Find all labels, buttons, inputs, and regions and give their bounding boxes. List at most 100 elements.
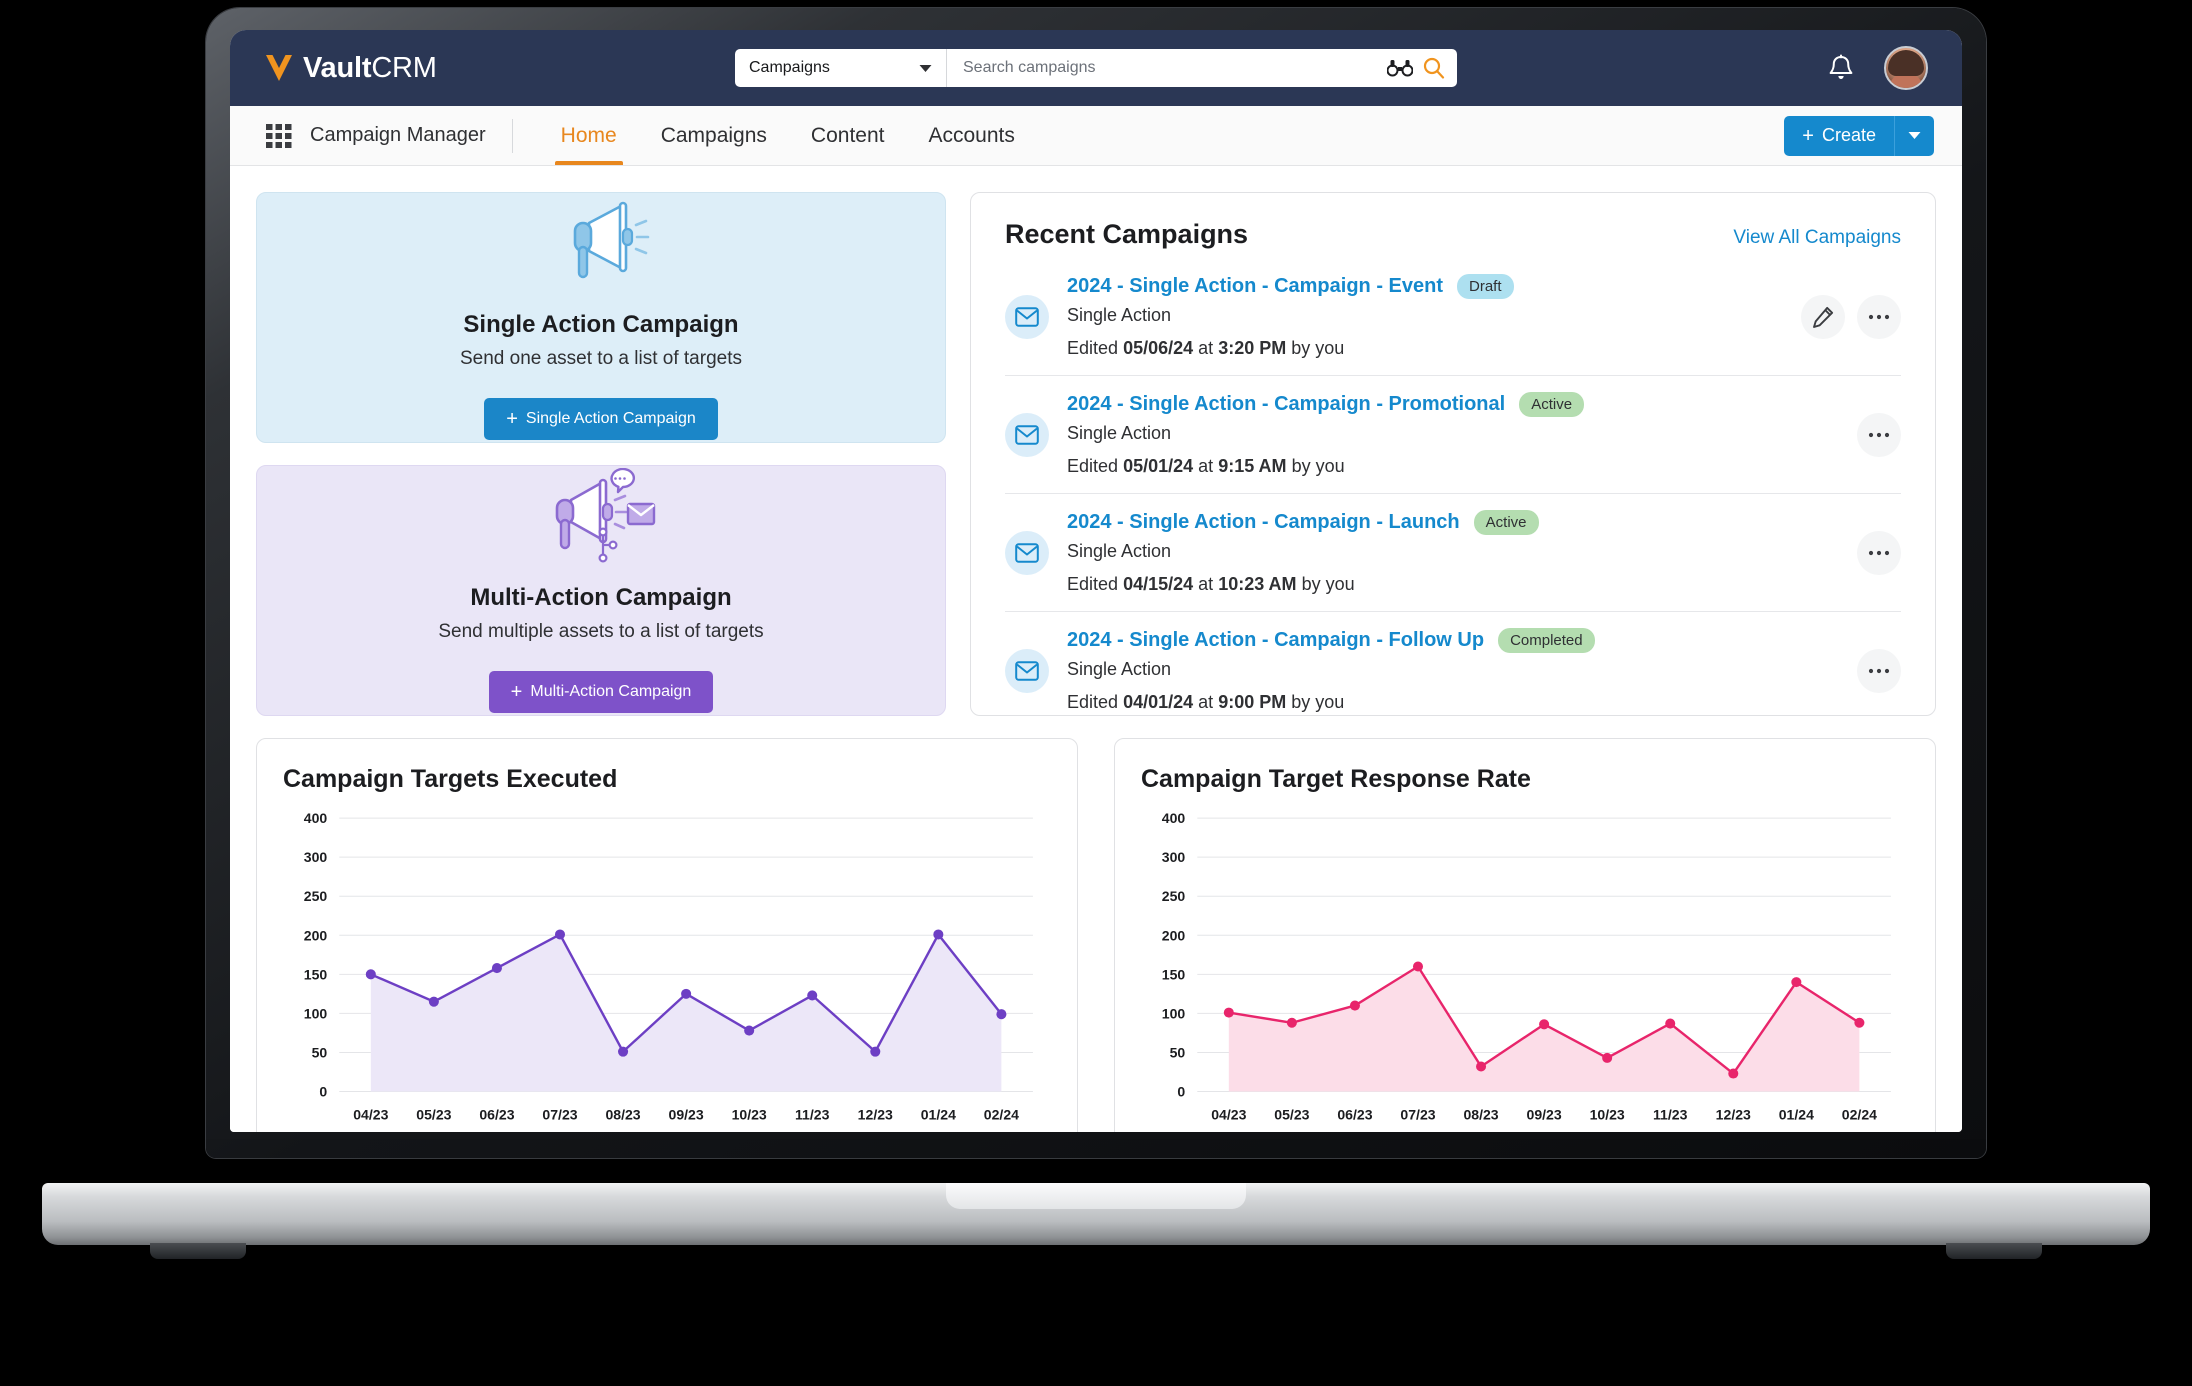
- single-action-campaign-card[interactable]: Single Action Campaign Send one asset to…: [256, 192, 946, 443]
- chart-data-point: [1349, 1000, 1360, 1011]
- campaign-row[interactable]: 2024 - Single Action - Campaign - Promot…: [1005, 376, 1901, 494]
- chart-area-fill: [370, 934, 1002, 1092]
- brand-logo[interactable]: VaultCRM: [264, 52, 437, 85]
- campaign-title-link[interactable]: 2024 - Single Action - Campaign - Event: [1067, 275, 1443, 297]
- ellipsis-icon[interactable]: [1857, 530, 1901, 575]
- campaign-row-body: 2024 - Single Action - Campaign - Event D…: [1067, 274, 1783, 359]
- multi-action-title: Multi-Action Campaign: [470, 584, 732, 611]
- app-grid-icon[interactable]: [264, 121, 294, 151]
- y-axis-tick-label: 50: [312, 1044, 328, 1060]
- multi-action-campaign-card[interactable]: Multi-Action Campaign Send multiple asse…: [256, 465, 946, 716]
- x-axis-tick-label: 12/23: [858, 1107, 893, 1123]
- single-action-subtitle: Send one asset to a list of targets: [459, 348, 742, 369]
- search-field[interactable]: [947, 49, 1457, 87]
- multi-action-campaign-button[interactable]: + Multi-Action Campaign: [488, 671, 714, 713]
- tab-content[interactable]: Content: [810, 123, 885, 147]
- laptop-foot-left: [150, 1243, 246, 1259]
- bell-icon[interactable]: [1828, 54, 1854, 82]
- chart-data-point: [1223, 1007, 1234, 1018]
- tab-accounts[interactable]: Accounts: [928, 123, 1015, 147]
- search-icon[interactable]: [1423, 57, 1445, 79]
- campaign-type-cards: Single Action Campaign Send one asset to…: [256, 192, 946, 716]
- recent-campaigns-title: Recent Campaigns: [1005, 219, 1249, 249]
- create-button-label: Create: [1821, 125, 1876, 145]
- app-title: Campaign Manager: [310, 124, 486, 146]
- user-avatar[interactable]: [1884, 46, 1928, 90]
- campaign-row[interactable]: 2024 - Single Action - Campaign - Event D…: [1005, 258, 1901, 376]
- campaign-row-actions: [1857, 412, 1901, 457]
- chart-data-point: [996, 1009, 1007, 1020]
- x-axis-tick-label: 06/23: [1337, 1107, 1372, 1123]
- y-axis-tick-label: 200: [1162, 927, 1186, 943]
- plus-icon: +: [506, 408, 518, 430]
- campaign-title-link[interactable]: 2024 - Single Action - Campaign - Follow…: [1067, 629, 1485, 651]
- create-button-group: + Create: [1784, 115, 1934, 156]
- campaign-edited-meta: Edited 05/06/24 at 3:20 PM by you: [1067, 338, 1345, 358]
- laptop-base-notch: [946, 1183, 1246, 1209]
- x-axis-tick-label: 07/23: [542, 1107, 577, 1123]
- campaign-type: Single Action: [1067, 541, 1172, 561]
- x-axis-tick-label: 10/23: [1590, 1107, 1625, 1123]
- chart-data-point: [428, 996, 439, 1007]
- campaign-edited-meta: Edited 04/15/24 at 10:23 AM by you: [1067, 574, 1355, 594]
- y-axis-tick-label: 0: [1177, 1084, 1185, 1100]
- multi-action-cta-label: Multi-Action Campaign: [530, 683, 692, 700]
- campaign-edited-meta: Edited 05/01/24 at 9:15 AM by you: [1067, 456, 1345, 476]
- charts-row: Campaign Targets Executed 0 50 100 150 200 25…: [256, 738, 1936, 1132]
- x-axis-tick-label: 02/24: [984, 1107, 1019, 1123]
- pencil-icon[interactable]: [1801, 294, 1845, 339]
- chart-data-point: [1286, 1017, 1297, 1028]
- campaign-type: Single Action: [1067, 423, 1172, 443]
- x-axis-tick-label: 02/24: [1842, 1107, 1877, 1123]
- ellipsis-icon[interactable]: [1857, 412, 1901, 457]
- tab-campaigns[interactable]: Campaigns: [660, 123, 767, 147]
- multi-action-subtitle: Send multiple assets to a list of target…: [438, 621, 764, 642]
- ellipsis-icon[interactable]: [1857, 648, 1901, 693]
- y-axis-tick-label: 400: [1162, 810, 1186, 826]
- tab-home[interactable]: Home: [539, 106, 639, 165]
- campaign-row[interactable]: 2024 - Single Action - Campaign - Launch…: [1005, 494, 1901, 612]
- campaign-title-line: 2024 - Single Action - Campaign - Launch…: [1067, 510, 1839, 535]
- create-button[interactable]: + Create: [1784, 115, 1894, 156]
- y-axis-tick-label: 100: [304, 1005, 328, 1021]
- y-axis-tick-label: 0: [319, 1084, 327, 1100]
- status-badge: Draft: [1457, 274, 1514, 299]
- envelope-icon: [1005, 412, 1049, 457]
- campaign-title-line: 2024 - Single Action - Campaign - Event D…: [1067, 274, 1783, 299]
- campaign-row[interactable]: 2024 - Single Action - Campaign - Follow…: [1005, 612, 1901, 729]
- y-axis-tick-label: 150: [1162, 966, 1186, 982]
- global-search[interactable]: Campaigns: [735, 49, 1457, 87]
- single-action-title: Single Action Campaign: [463, 311, 739, 338]
- campaign-type: Single Action: [1067, 305, 1172, 325]
- main-content: Single Action Campaign Send one asset to…: [230, 166, 1962, 1132]
- y-axis-tick-label: 400: [304, 810, 328, 826]
- chart-data-point: [933, 929, 944, 940]
- view-all-campaigns-link[interactable]: View All Campaigns: [1733, 227, 1901, 248]
- chart-data-point: [491, 963, 502, 974]
- y-axis-tick-label: 200: [304, 927, 328, 943]
- campaign-type: Single Action: [1067, 659, 1172, 679]
- chart-data-point: [1791, 977, 1802, 988]
- search-scope-select[interactable]: Campaigns: [735, 49, 947, 87]
- search-input[interactable]: [963, 59, 1377, 77]
- x-axis-tick-label: 11/23: [1653, 1107, 1688, 1123]
- create-dropdown-button[interactable]: [1894, 115, 1934, 156]
- binoculars-icon[interactable]: [1387, 59, 1413, 77]
- chart-data-point: [1602, 1052, 1613, 1063]
- recent-campaigns-header: Recent Campaigns View All Campaigns: [1005, 219, 1901, 250]
- chevron-down-icon: [919, 64, 932, 72]
- campaign-edited-meta: Edited 04/01/24 at 9:00 PM by you: [1067, 692, 1345, 712]
- campaign-title-link[interactable]: 2024 - Single Action - Campaign - Launch: [1067, 511, 1460, 533]
- x-axis-tick-label: 10/23: [732, 1107, 767, 1123]
- ellipsis-icon[interactable]: [1857, 294, 1901, 339]
- chart-data-point: [1476, 1061, 1487, 1072]
- campaign-row-actions: [1857, 530, 1901, 575]
- x-axis-tick-label: 01/24: [1779, 1107, 1814, 1123]
- nav-tabs: Home Campaigns Content Accounts: [539, 106, 1037, 165]
- status-badge: Active: [1519, 392, 1585, 417]
- chart-data-point: [681, 988, 692, 999]
- campaign-title-link[interactable]: 2024 - Single Action - Campaign - Promot…: [1067, 393, 1506, 415]
- single-action-campaign-button[interactable]: + Single Action Campaign: [484, 398, 718, 440]
- campaign-row-actions: [1857, 648, 1901, 693]
- x-axis-tick-label: 04/23: [1211, 1107, 1246, 1123]
